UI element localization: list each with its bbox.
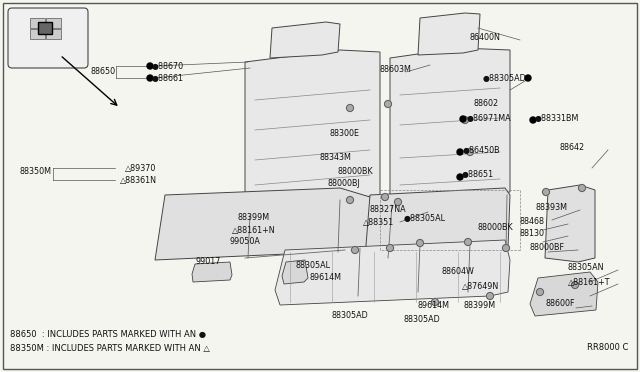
Text: 88350M : INCLUDES PARTS MARKED WITH AN △: 88350M : INCLUDES PARTS MARKED WITH AN △ (10, 343, 210, 353)
Text: △88361N: △88361N (120, 176, 157, 185)
Text: △88161+N: △88161+N (232, 225, 276, 234)
Circle shape (457, 149, 463, 155)
Bar (46, 18, 61, 28)
Polygon shape (530, 272, 598, 316)
Text: 89614M: 89614M (418, 301, 450, 311)
Polygon shape (365, 188, 510, 258)
Bar (38, 22, 52, 34)
Text: 88305AN: 88305AN (568, 263, 605, 273)
Circle shape (431, 298, 438, 305)
Circle shape (543, 189, 550, 196)
Text: ●88661: ●88661 (152, 74, 184, 83)
Text: △88351: △88351 (363, 218, 394, 227)
Circle shape (525, 75, 531, 81)
Bar (30, 29, 45, 39)
Circle shape (147, 75, 153, 81)
Text: 88604W: 88604W (442, 267, 475, 276)
Circle shape (417, 240, 424, 247)
Text: ●88651: ●88651 (462, 170, 494, 180)
Circle shape (351, 247, 358, 253)
Text: 88343M: 88343M (320, 154, 352, 163)
Circle shape (572, 282, 579, 289)
Circle shape (385, 100, 392, 108)
Text: 88650: 88650 (91, 67, 116, 77)
Circle shape (394, 199, 401, 205)
Text: 89614M: 89614M (310, 273, 342, 282)
Polygon shape (155, 188, 380, 260)
Text: 88603M: 88603M (380, 65, 412, 74)
Text: ●88670: ●88670 (152, 61, 184, 71)
Text: 99017: 99017 (196, 257, 221, 266)
Text: 99050A: 99050A (230, 237, 261, 247)
Text: △88161+T: △88161+T (568, 278, 611, 286)
Text: RR8000 C: RR8000 C (587, 343, 628, 353)
Text: 88327NA: 88327NA (370, 205, 406, 215)
Text: 88468: 88468 (520, 218, 545, 227)
Circle shape (460, 116, 466, 122)
Polygon shape (192, 262, 232, 282)
Text: ●88305AD: ●88305AD (483, 74, 527, 83)
Text: △89370: △89370 (125, 164, 156, 173)
Circle shape (147, 63, 153, 69)
Polygon shape (390, 48, 510, 205)
Text: 88305AD: 88305AD (332, 311, 369, 321)
Circle shape (530, 117, 536, 123)
Text: ●88331BM: ●88331BM (535, 113, 579, 122)
Polygon shape (282, 260, 308, 284)
FancyBboxPatch shape (8, 8, 88, 68)
Polygon shape (545, 185, 595, 262)
Text: ●88305AL: ●88305AL (404, 214, 446, 222)
Text: 86400N: 86400N (470, 33, 501, 42)
Text: △87649N: △87649N (462, 282, 499, 291)
Text: ●86450B: ●86450B (463, 145, 500, 154)
Text: 88399M: 88399M (238, 214, 270, 222)
Text: 88305AL: 88305AL (295, 260, 330, 269)
Polygon shape (418, 13, 480, 55)
Text: 88000BF: 88000BF (530, 244, 565, 253)
Text: 88650  : INCLUDES PARTS MARKED WITH AN ●: 88650 : INCLUDES PARTS MARKED WITH AN ● (10, 330, 206, 340)
Text: 88600F: 88600F (546, 299, 575, 308)
Text: 88350M: 88350M (20, 167, 52, 176)
Text: 88000BJ: 88000BJ (328, 180, 361, 189)
Circle shape (467, 148, 474, 155)
Circle shape (387, 244, 394, 251)
Polygon shape (245, 50, 380, 215)
Circle shape (457, 174, 463, 180)
Bar (46, 29, 61, 39)
Bar (30, 18, 45, 28)
Text: 88602: 88602 (474, 99, 499, 109)
Circle shape (381, 193, 388, 201)
Polygon shape (275, 240, 510, 305)
Text: 88642: 88642 (560, 144, 585, 153)
Text: 88393M: 88393M (535, 203, 567, 212)
Text: 88305AD: 88305AD (404, 315, 441, 324)
Circle shape (536, 289, 543, 295)
Text: 88300E: 88300E (330, 128, 360, 138)
Circle shape (346, 105, 353, 112)
Circle shape (486, 292, 493, 299)
Text: 88130: 88130 (520, 230, 545, 238)
Circle shape (579, 185, 586, 192)
Circle shape (502, 244, 509, 251)
Text: ●86971MA: ●86971MA (467, 113, 511, 122)
Circle shape (346, 196, 353, 203)
Circle shape (465, 238, 472, 246)
Text: 88000BK: 88000BK (478, 224, 514, 232)
Text: 88399M: 88399M (464, 301, 496, 311)
Text: 88000BK: 88000BK (338, 167, 374, 176)
Circle shape (461, 116, 468, 124)
Polygon shape (270, 22, 340, 58)
